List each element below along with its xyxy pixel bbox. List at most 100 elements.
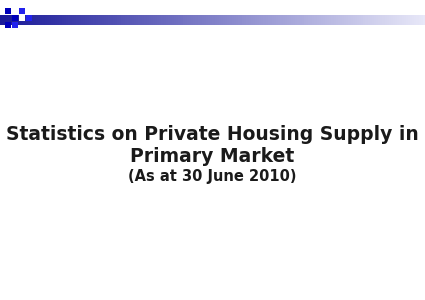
Bar [106,15,108,25]
Bar [210,15,212,25]
Bar [340,15,342,25]
Bar [198,15,200,25]
Bar [317,15,319,25]
Bar [351,15,353,25]
Bar [246,15,249,25]
Bar [42,15,45,25]
Bar [136,15,138,25]
Bar [346,15,348,25]
Text: (As at 30 June 2010): (As at 30 June 2010) [128,169,296,184]
Bar [66,15,68,25]
Bar [5,8,11,14]
Bar [291,15,293,25]
Bar [26,14,32,21]
Bar [13,15,15,25]
Bar [19,15,21,25]
Bar [344,15,346,25]
Bar [151,15,153,25]
Bar [19,8,26,14]
Bar [193,15,196,25]
Bar [187,15,189,25]
Bar [132,15,134,25]
Bar [410,15,412,25]
Bar [62,15,64,25]
Bar [79,15,81,25]
Bar [400,15,402,25]
Bar [338,15,340,25]
Bar [130,15,132,25]
Bar [147,15,149,25]
Bar [12,14,19,21]
Bar [123,15,125,25]
Bar [134,15,136,25]
Bar [98,15,100,25]
Bar [329,15,332,25]
Bar [15,15,17,25]
Bar [74,15,76,25]
Bar [181,15,183,25]
Bar [240,15,242,25]
Bar [30,15,32,25]
Bar [142,15,144,25]
Bar [140,15,142,25]
Bar [4,15,6,25]
Bar [32,15,34,25]
Bar [185,15,187,25]
Bar [312,15,314,25]
Bar [157,15,159,25]
Bar [289,15,291,25]
Bar [223,15,225,25]
Bar [208,15,210,25]
Bar [200,15,202,25]
Bar [38,15,40,25]
Bar [110,15,113,25]
Bar [336,15,338,25]
Bar [64,15,66,25]
Bar [298,15,300,25]
Bar [174,15,176,25]
Bar [323,15,325,25]
Bar [251,15,253,25]
Bar [144,15,147,25]
Bar [412,15,414,25]
Bar [85,15,87,25]
Bar [196,15,198,25]
Bar [380,15,382,25]
Bar [166,15,168,25]
Bar [295,15,298,25]
Bar [266,15,268,25]
Bar [321,15,323,25]
Bar [8,15,11,25]
Bar [138,15,140,25]
Bar [255,15,257,25]
Bar [419,15,421,25]
Bar [342,15,344,25]
Bar [11,15,13,25]
Bar [366,15,368,25]
Bar [100,15,102,25]
Bar [259,15,261,25]
Bar [391,15,393,25]
Bar [23,15,26,25]
Bar [19,14,26,21]
Bar [155,15,157,25]
Bar [257,15,259,25]
Bar [55,15,57,25]
Bar [121,15,123,25]
Bar [285,15,287,25]
Bar [325,15,327,25]
Bar [242,15,244,25]
Bar [308,15,310,25]
Bar [283,15,285,25]
Bar [0,15,2,25]
Bar [287,15,289,25]
Bar [225,15,227,25]
Bar [406,15,408,25]
Bar [272,15,274,25]
Bar [363,15,366,25]
Bar [40,15,42,25]
Bar [45,15,47,25]
Bar [249,15,251,25]
Bar [395,15,397,25]
Bar [276,15,278,25]
